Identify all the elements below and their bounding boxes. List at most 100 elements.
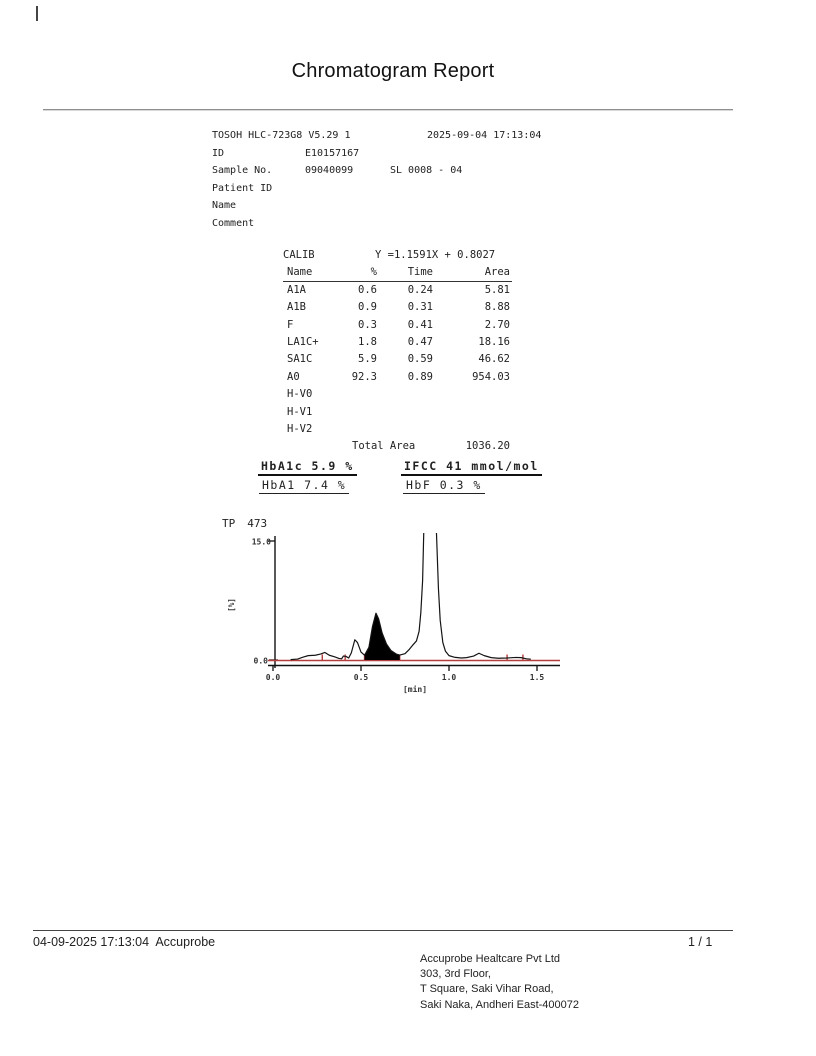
total-area-row: Total Area 1036.20: [352, 440, 510, 452]
table-row: H-V2: [287, 423, 510, 440]
peak-table: Name % Time Area A1A 0.6 0.24 5.81 A1B 0.9 0.…: [283, 266, 512, 440]
peak-pct: 0.6: [358, 283, 377, 296]
x-tick-label-0: 0.0: [266, 673, 281, 682]
footer-operator: Accuprobe: [155, 935, 216, 949]
x-tick-label-1: 1.0: [442, 673, 457, 682]
tp-label: TP: [222, 517, 236, 530]
peak-name: H-V1: [287, 405, 313, 418]
field-value: E10157167: [305, 147, 360, 159]
peak-name: H-V0: [287, 388, 313, 401]
peak-time: 0.24: [407, 283, 433, 296]
col-header-name: Name: [287, 266, 313, 278]
peak-name: A0: [287, 370, 300, 383]
table-row: SA1C 5.9 0.59 46.62: [287, 353, 510, 370]
total-area-label: Total Area: [352, 440, 416, 452]
footer-divider: [33, 930, 733, 931]
peak-time: 0.47: [407, 335, 433, 348]
x-tick-label-05: 0.5: [354, 673, 369, 682]
table-header-row: Name % Time Area: [283, 266, 512, 284]
peak-pct: 1.8: [358, 335, 377, 348]
table-row: A1B 0.9 0.31 8.88: [287, 301, 510, 318]
chromatogram-trace: [290, 533, 531, 661]
field-extra: SL 0008 - 04: [390, 165, 463, 176]
table-row: A1A 0.6 0.24 5.81: [287, 284, 510, 301]
device-line: TOSOH HLC-723G8 V5.29 1 2025-09-04 17:13…: [212, 127, 572, 145]
footer-datetime-operator: 04-09-2025 17:13:04 Accuprobe: [33, 935, 215, 949]
peak-area: 8.88: [484, 301, 510, 314]
col-header-area: Area: [484, 266, 510, 278]
table-row: LA1C+ 1.8 0.47 18.16: [287, 336, 510, 353]
table-header-rule: [283, 281, 512, 282]
peak-pct: 0.3: [358, 318, 377, 331]
peak-name: SA1C: [287, 353, 313, 366]
calib-label: CALIB: [283, 249, 315, 261]
scan-edge-mark: [36, 6, 38, 21]
field-label: ID: [212, 147, 225, 159]
peak-area: 954.03: [472, 370, 510, 383]
field-label: Sample No.: [212, 165, 273, 176]
x-axis-unit-label: [min]: [403, 684, 427, 694]
x-axis-ticks: [272, 665, 538, 671]
total-area-value: 1036.20: [465, 440, 510, 452]
field-sample-no: Sample No. 09040099 SL 0008 - 04: [212, 162, 572, 180]
peak-time: 0.59: [407, 353, 433, 366]
address-line: Accuprobe Healtcare Pvt Ltd: [420, 953, 561, 965]
table-row: H-V1: [287, 406, 510, 423]
field-value: [305, 197, 390, 215]
field-label: Patient ID: [212, 182, 273, 194]
calibration-line: CALIB Y =1.1591X + 0.8027: [283, 249, 583, 261]
table-row: A0 92.3 0.89 954.03: [287, 371, 510, 388]
table-row: H-V0: [287, 388, 510, 405]
result-hbf: HbF 0.3 %: [403, 478, 485, 494]
x-tick-label-15: 1.5: [530, 673, 545, 682]
analysis-datetime: 2025-09-04 17:13:04: [427, 130, 542, 141]
address-line: 303, 3rd Floor,: [420, 968, 491, 981]
peak-pct: 5.9: [358, 353, 377, 366]
peak-name: F: [287, 318, 294, 331]
table-row: F 0.3 0.41 2.70: [287, 319, 510, 336]
calib-formula: Y =1.1591X + 0.8027: [375, 249, 496, 261]
field-patient-id: Patient ID: [212, 180, 572, 198]
result-hba1: HbA1 7.4 %: [259, 478, 350, 494]
col-header-pct: %: [370, 266, 377, 278]
company-address-block: Accuprobe Healtcare Pvt Ltd 303, 3rd Flo…: [420, 952, 579, 1013]
field-name: Name: [212, 197, 572, 215]
page-title: Chromatogram Report: [291, 60, 495, 82]
address-line: T Square, Saki Vihar Road,: [420, 983, 554, 996]
result-ifcc: IFCC 41 mmol/mol: [401, 459, 542, 476]
peak-name: H-V2: [287, 422, 313, 435]
peak-area: 5.81: [484, 283, 510, 296]
peak-time: 0.31: [407, 301, 433, 314]
instrument-header-block: TOSOH HLC-723G8 V5.29 1 2025-09-04 17:13…: [212, 127, 572, 232]
peak-pct: 0.9: [358, 301, 377, 314]
peak-time: 0.89: [407, 370, 433, 383]
result-hba1c: HbA1c 5.9 %: [258, 459, 357, 476]
field-comment: Comment: [212, 215, 572, 233]
y-tick-label-max: 15.0: [252, 538, 271, 547]
footer-datetime: 04-09-2025 17:13:04: [33, 935, 150, 949]
peak-area: 18.16: [478, 335, 510, 348]
peak-name: A1B: [287, 301, 306, 314]
total-peaks-line: TP 473: [222, 517, 267, 530]
peak-area: 46.62: [478, 353, 510, 366]
peak-area: 2.70: [484, 318, 510, 331]
field-value: 09040099: [305, 165, 354, 176]
peak-name: A1A: [287, 283, 306, 296]
field-id: ID E10157167: [212, 145, 572, 163]
peak-time: 0.41: [407, 318, 433, 331]
page-indicator: 1 / 1: [688, 935, 713, 949]
y-axis-unit-label: [%]: [227, 598, 236, 612]
chromatogram-chart: 15.0 0.0 0.0 0.5 1.0 1.5 [min] [%]: [227, 533, 560, 694]
header-divider: [43, 109, 733, 111]
field-value: [305, 180, 390, 198]
device-version: TOSOH HLC-723G8 V5.29 1: [212, 130, 351, 141]
y-tick-label-zero: 0.0: [254, 657, 269, 666]
tp-value: 473: [247, 517, 268, 530]
col-header-time: Time: [407, 266, 433, 278]
peak-name: LA1C+: [287, 335, 319, 348]
field-label: Comment: [212, 217, 255, 229]
field-value: [305, 215, 390, 233]
peak-pct: 92.3: [351, 370, 377, 383]
field-label: Name: [212, 200, 237, 211]
